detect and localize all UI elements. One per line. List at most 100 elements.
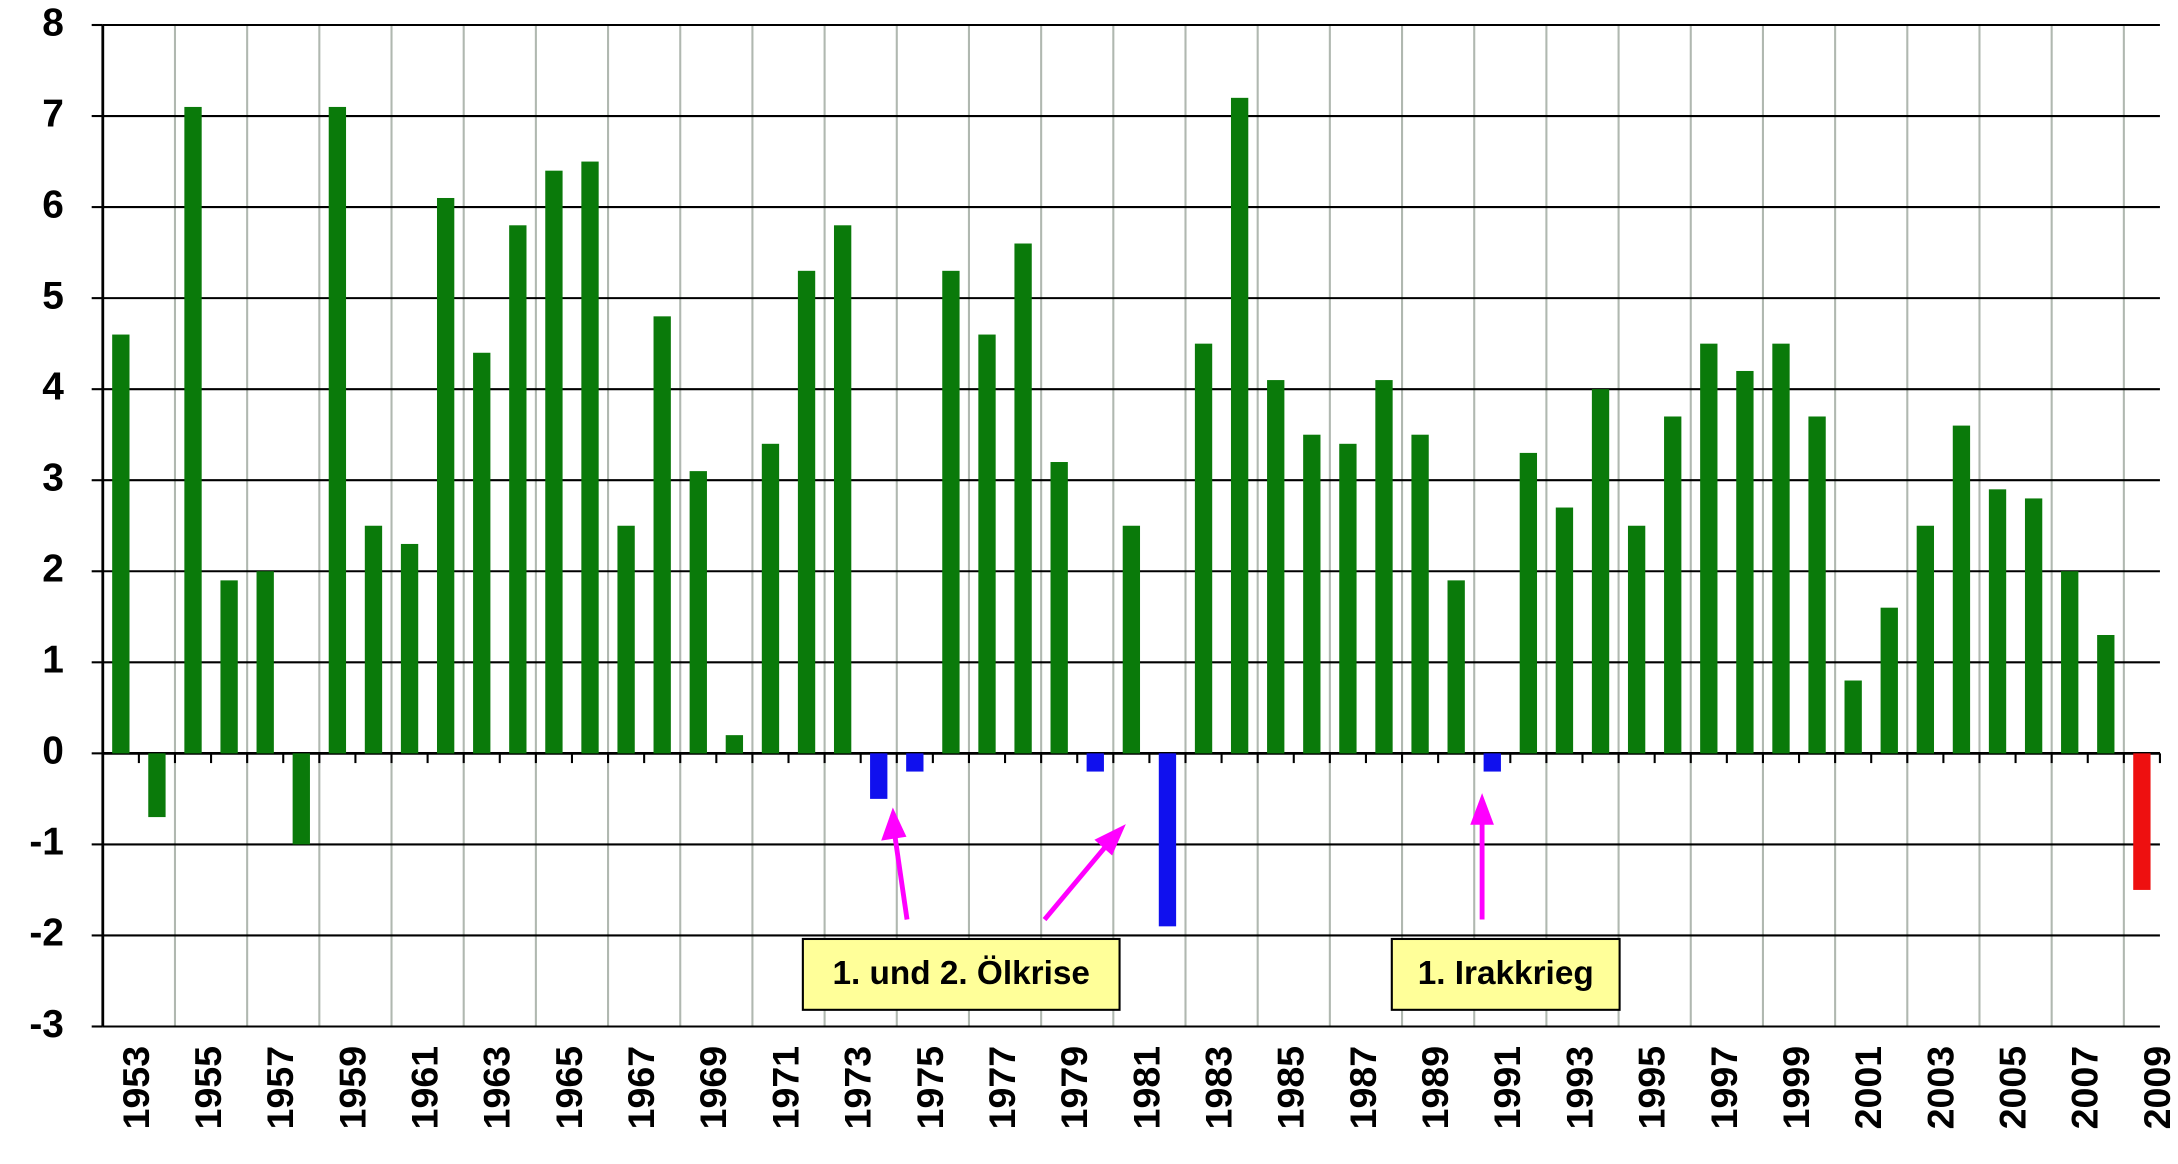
x-tick-label: 2001 [1847, 1046, 1889, 1129]
arrow [1042, 841, 1111, 922]
y-tick-label: 0 [42, 730, 64, 773]
bar [1664, 416, 1682, 754]
bar [2097, 634, 2115, 754]
bar [1808, 416, 1826, 754]
x-tick-label: 1971 [764, 1046, 806, 1129]
bar [1122, 525, 1141, 754]
bar [725, 735, 744, 754]
bar [1267, 380, 1285, 754]
x-tick-label: 1983 [1198, 1046, 1240, 1129]
x-tick-label: 1963 [476, 1046, 518, 1129]
x-tick-label: 1997 [1703, 1046, 1745, 1129]
x-tick-label: 1957 [259, 1046, 301, 1129]
bar [1772, 343, 1790, 754]
bar [1411, 434, 1429, 754]
bar [1700, 343, 1718, 754]
bar [1952, 425, 1971, 754]
bar [689, 471, 707, 754]
bar [1591, 389, 1610, 754]
x-tick-label: 1989 [1414, 1046, 1456, 1129]
bar [1303, 434, 1321, 754]
bar [328, 106, 347, 754]
bar [581, 161, 599, 754]
bar [1627, 525, 1646, 754]
y-tick-label: -2 [29, 912, 64, 955]
x-tick-label: 1991 [1486, 1046, 1528, 1129]
x-tick-label: 1959 [331, 1046, 373, 1129]
bar [256, 571, 274, 754]
x-tick-label: 2009 [2136, 1046, 2178, 1129]
x-tick-label: 1999 [1775, 1046, 1817, 1129]
bar [1230, 97, 1249, 754]
bar [1014, 243, 1032, 754]
bar [220, 580, 238, 754]
x-tick-label: 1967 [620, 1046, 662, 1129]
x-tick-label: 2003 [1919, 1046, 1961, 1129]
bar [617, 525, 635, 754]
x-tick-label: 1965 [548, 1046, 590, 1129]
arrowhead [1470, 793, 1494, 825]
arrowhead [881, 807, 907, 841]
x-tick-label: 1985 [1270, 1046, 1312, 1129]
y-tick-label: 3 [42, 456, 64, 499]
x-tick-label: 1979 [1053, 1046, 1095, 1129]
x-tick-label: 1995 [1631, 1046, 1673, 1129]
bar [942, 270, 960, 754]
x-tick-label: 1977 [981, 1046, 1023, 1129]
bar [1050, 462, 1068, 754]
y-tick-label: 2 [42, 548, 64, 591]
bar [1844, 680, 1862, 754]
y-tick-label: 1 [42, 639, 64, 682]
bar [906, 753, 924, 772]
bar [112, 334, 130, 754]
bar [292, 753, 310, 845]
bar [436, 197, 455, 754]
x-tick-label: 1973 [837, 1046, 879, 1129]
annotation-box [1390, 937, 1621, 1011]
y-tick-label: -3 [29, 1003, 64, 1046]
y-tick-label: 7 [42, 92, 64, 135]
bar [1519, 452, 1538, 754]
x-tick-label: 1987 [1342, 1046, 1384, 1129]
x-tick-label: 2007 [2064, 1046, 2106, 1129]
bar [1555, 507, 1574, 754]
bar [797, 270, 816, 754]
bar [870, 753, 888, 799]
bar [545, 170, 563, 754]
bar [1375, 380, 1393, 754]
bar [1158, 753, 1177, 927]
bar [400, 543, 419, 754]
bar [1447, 580, 1465, 754]
bar [509, 225, 527, 754]
x-tick-label: 1955 [187, 1046, 229, 1129]
y-tick-label: -1 [29, 821, 64, 864]
bar [1880, 607, 1898, 754]
bar [2061, 571, 2079, 754]
arrowhead [1094, 824, 1126, 856]
bar [1483, 753, 1501, 772]
bar [1086, 753, 1104, 772]
annotation-text: 1. und 2. Ölkrise [832, 955, 1089, 992]
x-tick-label: 1993 [1558, 1046, 1600, 1129]
y-tick-label: 6 [42, 183, 64, 226]
bar [1736, 370, 1754, 754]
x-tick-label: 1961 [404, 1046, 446, 1129]
bar [473, 352, 491, 754]
bar [653, 316, 671, 754]
bar [833, 225, 852, 754]
annotation-text: 1. Irakkrieg [1418, 955, 1594, 992]
bar [148, 753, 166, 818]
bar [184, 106, 202, 754]
bar [1988, 489, 2007, 754]
bar [2133, 753, 2151, 890]
bar [978, 334, 996, 754]
bar [1916, 525, 1935, 754]
x-tick-label: 2005 [1991, 1046, 2033, 1129]
arrow [892, 833, 910, 920]
y-tick-label: 8 [42, 1, 64, 44]
annotation-box [801, 937, 1121, 1011]
annotation-layer: 1. und 2. Ölkrise 1. Irakkrieg [801, 793, 1621, 1011]
y-tick-label: 4 [42, 365, 64, 408]
bar [1339, 443, 1357, 754]
